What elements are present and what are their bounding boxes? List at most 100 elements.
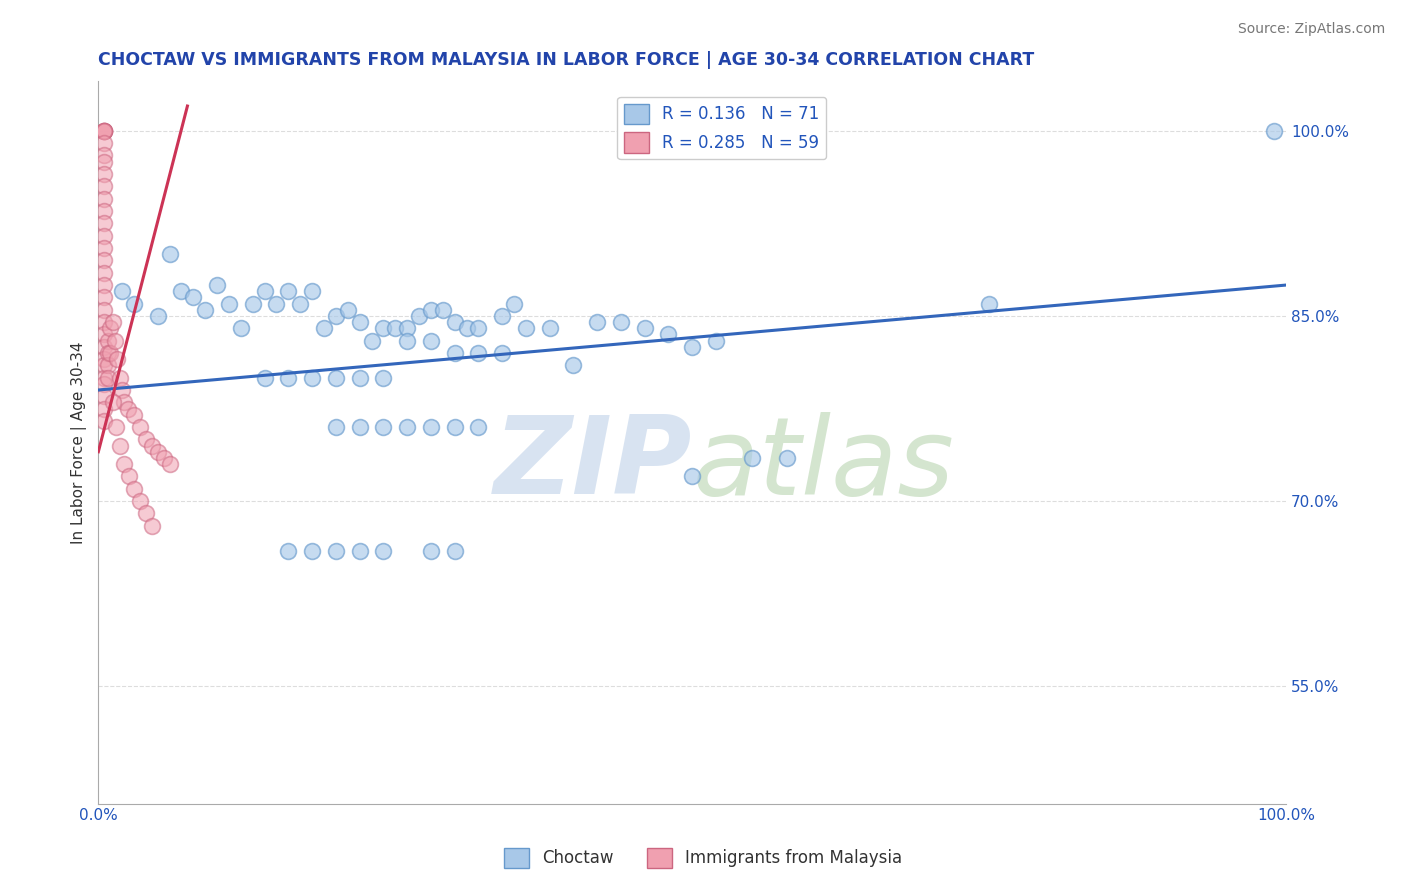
Point <box>93 370 115 384</box>
Point <box>633 321 655 335</box>
Point <box>467 346 489 360</box>
Point <box>93 401 115 416</box>
Point <box>491 309 513 323</box>
Point <box>301 370 323 384</box>
Point <box>97 370 120 384</box>
Y-axis label: In Labor Force | Age 30-34: In Labor Force | Age 30-34 <box>72 342 87 544</box>
Point <box>396 321 419 335</box>
Point <box>98 346 121 360</box>
Point <box>396 334 419 348</box>
Point <box>349 370 371 384</box>
Point <box>93 148 115 162</box>
Point <box>93 340 115 354</box>
Point <box>93 253 115 268</box>
Point <box>93 192 115 206</box>
Point <box>467 420 489 434</box>
Point <box>349 543 371 558</box>
Point <box>194 302 217 317</box>
Point <box>610 315 633 329</box>
Point <box>98 321 121 335</box>
Point <box>141 439 163 453</box>
Point <box>93 315 115 329</box>
Point <box>101 315 124 329</box>
Point <box>93 179 115 194</box>
Legend: R = 0.136   N = 71, R = 0.285   N = 59: R = 0.136 N = 71, R = 0.285 N = 59 <box>617 97 827 160</box>
Point <box>360 334 382 348</box>
Point <box>657 327 679 342</box>
Point <box>93 278 115 293</box>
Point <box>114 457 136 471</box>
Point <box>290 296 312 310</box>
Point <box>205 278 228 293</box>
Point <box>159 247 181 261</box>
Point <box>93 266 115 280</box>
Point <box>277 370 299 384</box>
Point <box>229 321 252 335</box>
Point <box>586 315 609 329</box>
Point <box>129 420 152 434</box>
Point <box>253 284 276 298</box>
Point <box>704 334 727 348</box>
Point <box>93 302 115 317</box>
Point <box>108 439 131 453</box>
Point <box>218 296 240 310</box>
Point <box>266 296 288 310</box>
Point <box>97 359 120 373</box>
Point <box>183 290 205 304</box>
Point <box>408 309 430 323</box>
Point <box>373 321 395 335</box>
Point <box>681 469 703 483</box>
Point <box>97 334 120 348</box>
Point <box>503 296 526 310</box>
Point <box>515 321 537 335</box>
Point <box>325 309 347 323</box>
Point <box>242 296 264 310</box>
Point <box>93 389 115 403</box>
Point <box>93 124 115 138</box>
Point <box>384 321 406 335</box>
Point <box>277 284 299 298</box>
Point <box>443 543 465 558</box>
Text: atlas: atlas <box>692 411 955 516</box>
Point <box>146 444 169 458</box>
Point <box>114 395 136 409</box>
Point <box>159 457 181 471</box>
Legend: Choctaw, Immigrants from Malaysia: Choctaw, Immigrants from Malaysia <box>496 841 910 875</box>
Point <box>93 376 115 391</box>
Point <box>111 383 134 397</box>
Point <box>277 543 299 558</box>
Text: CHOCTAW VS IMMIGRANTS FROM MALAYSIA IN LABOR FORCE | AGE 30-34 CORRELATION CHART: CHOCTAW VS IMMIGRANTS FROM MALAYSIA IN L… <box>98 51 1035 69</box>
Point <box>135 507 157 521</box>
Point <box>443 420 465 434</box>
Point <box>349 315 371 329</box>
Point <box>97 346 120 360</box>
Point <box>111 284 134 298</box>
Point <box>325 370 347 384</box>
Point <box>396 420 419 434</box>
Point <box>93 154 115 169</box>
Point <box>118 469 141 483</box>
Point <box>349 420 371 434</box>
Point <box>336 302 359 317</box>
Point <box>776 450 799 465</box>
Point <box>373 420 395 434</box>
Point <box>93 124 115 138</box>
Point <box>122 408 145 422</box>
Point <box>93 124 115 138</box>
Point <box>491 346 513 360</box>
Text: Source: ZipAtlas.com: Source: ZipAtlas.com <box>1237 22 1385 37</box>
Point <box>456 321 478 335</box>
Point <box>373 543 395 558</box>
Point <box>419 543 441 558</box>
Point <box>325 543 347 558</box>
Point <box>301 543 323 558</box>
Point <box>122 482 145 496</box>
Point <box>681 340 703 354</box>
Point <box>170 284 193 298</box>
Point <box>325 420 347 434</box>
Point <box>312 321 335 335</box>
Point <box>93 352 115 367</box>
Point <box>93 228 115 243</box>
Point <box>93 167 115 181</box>
Point <box>467 321 489 335</box>
